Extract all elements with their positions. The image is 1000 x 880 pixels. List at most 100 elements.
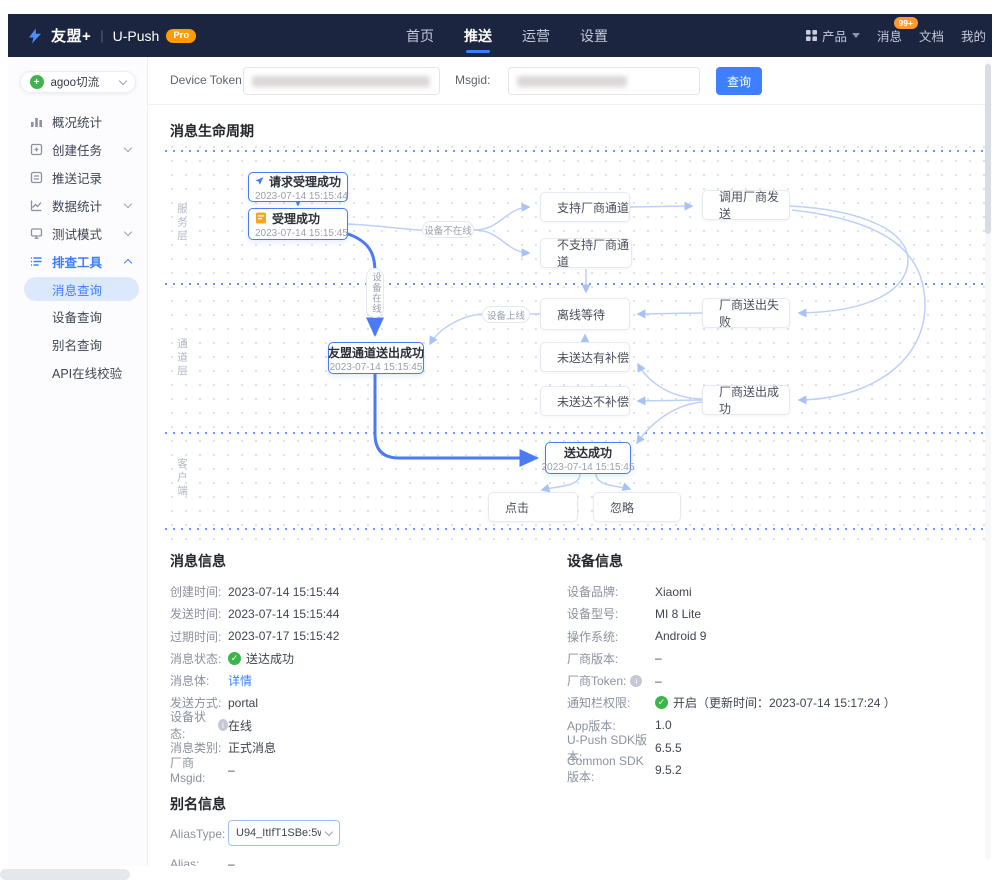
info-row: U-Push SDK版本: 6.5.5 — [567, 732, 682, 764]
flow-node-delivered: 送达成功 2023-07-14 15:15:45 — [542, 442, 634, 474]
scrollbar-thumb[interactable] — [985, 64, 991, 234]
nav-operations[interactable]: 运营 — [522, 27, 550, 44]
sidebar-subitem-api-online-check[interactable]: API在线校验 — [52, 366, 123, 381]
sidebar-item-test-mode[interactable]: 测试模式 — [8, 219, 147, 247]
alias-type-select[interactable]: U94_ItIfT1SBe:5w>... — [228, 820, 340, 846]
query-button[interactable]: 查询 — [716, 67, 762, 95]
lane-divider — [165, 150, 985, 152]
info-row-device-status: 设备状态: i 在线 — [170, 710, 253, 742]
success-check-icon: ✓ — [228, 651, 241, 665]
flow-node-undelivered-compensated: 未送达有补偿 — [540, 342, 630, 372]
msgid-input[interactable] — [508, 67, 700, 95]
alias-type-label: AliasType: — [170, 827, 226, 841]
brand-divider: | — [100, 28, 104, 43]
flow-node-offline-waiting: 离线等待 — [540, 298, 630, 330]
info-row: 设备品牌: Xiaomi — [567, 584, 692, 600]
umeng-logo-icon — [29, 28, 41, 43]
messages-menu[interactable]: 消息 99+ — [876, 17, 918, 45]
brand-logo[interactable]: 友盟+ | U-Push Pro — [8, 25, 197, 46]
lane-label-client: 客户端 — [176, 458, 188, 499]
lifecycle-title: 消息生命周期 — [170, 123, 254, 139]
sidebar: + agoo切流 概况统计 创建任务 推送记录 数据统计 测试模式 — [8, 57, 148, 866]
products-label: 产品 — [821, 30, 847, 44]
document-plus-icon — [30, 143, 43, 156]
flow-node-clicked: 点击 — [488, 492, 578, 522]
sidebar-item-push-records[interactable]: 推送记录 — [8, 163, 147, 191]
messages-count-badge: 99+ — [893, 17, 918, 29]
nav-push[interactable]: 推送 — [464, 14, 492, 57]
msgid-label: Msgid: — [455, 73, 491, 87]
messages-label: 消息 — [876, 30, 902, 44]
chevron-down-icon — [123, 143, 133, 152]
bar-chart-icon — [30, 115, 43, 128]
info-row: 消息类别: 正式消息 — [170, 741, 277, 756]
info-row-notification-permission: 通知栏权限: ✓ 开启（更新时间：2023-07-14 15:17:24 ） — [567, 696, 896, 711]
lane-divider — [165, 432, 985, 434]
flow-node-call-vendor-send: 调用厂商发送 — [702, 190, 790, 221]
line-chart-icon — [30, 199, 43, 212]
message-info-title: 消息信息 — [170, 553, 226, 569]
details-link[interactable]: 详情 — [228, 674, 253, 689]
my-account-label: 我的 — [960, 30, 986, 44]
lane-divider — [165, 283, 985, 285]
info-row: App版本: 1.0 — [567, 718, 672, 733]
info-row: 发送时间: 2023-07-14 15:15:44 — [170, 606, 340, 622]
chevron-down-icon — [118, 76, 127, 85]
app-switcher-dropdown[interactable]: + agoo切流 — [19, 71, 136, 93]
device-token-input[interactable] — [243, 67, 440, 95]
header-right-tools: 产品 消息 99+ 文档 我的 — [805, 14, 986, 57]
sidebar-item-troubleshoot-tools[interactable]: 排查工具 — [8, 247, 147, 275]
alias-label: Alias: — [170, 857, 200, 866]
sidebar-subitem-message-query[interactable]: 消息查询 — [24, 277, 139, 301]
horizontal-scrollbar[interactable] — [0, 869, 130, 880]
flow-node-accepted: 受理成功 2023-07-14 15:15:45 — [248, 208, 348, 240]
lane-divider — [165, 528, 985, 530]
sidebar-item-data-stats[interactable]: 数据统计 — [8, 191, 147, 219]
edge-label-device-online: 设备在线 — [366, 268, 384, 318]
chevron-up-icon — [123, 258, 133, 267]
info-row: 操作系统: Android 9 — [567, 629, 707, 644]
message-lifecycle-diagram: 服务层 通道层 客户端 — [165, 140, 985, 545]
redacted-msgid — [517, 76, 627, 87]
edge-label-device-offline: 设备不在线 — [422, 221, 474, 238]
list-tools-icon — [30, 255, 43, 268]
flow-node-vendor-channel-supported: 支持厂商通道 — [540, 192, 630, 222]
lane-label-channel: 通道层 — [176, 338, 188, 379]
brand-umeng: 友盟+ — [51, 28, 92, 45]
docs-label: 文档 — [918, 30, 944, 44]
info-row: 过期时间: 2023-07-17 15:15:42 — [170, 629, 340, 644]
info-row: 厂商Msgid: – — [170, 756, 235, 786]
flow-node-undelivered-uncompensated: 未送达不补偿 — [540, 386, 630, 416]
my-account-menu[interactable]: 我的 — [961, 26, 986, 45]
info-row-message-status: 消息状态: ✓ 送达成功 — [170, 651, 295, 666]
redacted-device-token — [252, 76, 430, 87]
success-check-icon: ✓ — [655, 696, 668, 710]
info-row: 发送方式: portal — [170, 695, 259, 711]
app-plus-icon: + — [29, 75, 44, 89]
flow-node-vendor-send-success: 厂商送出成功 — [702, 385, 790, 416]
paper-plane-icon — [255, 177, 264, 185]
alias-value: – — [228, 857, 235, 866]
sidebar-subitem-device-query[interactable]: 设备查询 — [52, 310, 103, 325]
sidebar-item-overview-stats[interactable]: 概况统计 — [8, 107, 147, 135]
monitor-icon — [30, 227, 43, 240]
flow-edges — [289, 187, 926, 493]
info-icon[interactable]: i — [630, 674, 643, 687]
products-menu[interactable]: 产品 — [805, 26, 860, 45]
sidebar-item-create-task[interactable]: 创建任务 — [8, 135, 147, 163]
sidebar-subitem-alias-query[interactable]: 别名查询 — [52, 338, 103, 353]
main-content: Device Token: Msgid: 查询 消息生命周期 服务层 通道层 客… — [148, 57, 992, 866]
top-navigation-bar: 友盟+ | U-Push Pro 首页 推送 运营 设置 产品 消息 99+ 文… — [8, 14, 992, 57]
nav-settings[interactable]: 设置 — [580, 27, 608, 44]
alias-info-title: 别名信息 — [170, 796, 226, 812]
chevron-down-icon — [851, 33, 860, 38]
document-list-icon — [30, 171, 43, 184]
nav-home[interactable]: 首页 — [406, 27, 434, 44]
info-row-message-body: 消息体: 详情 — [170, 674, 253, 689]
vertical-scrollbar[interactable] — [985, 60, 991, 860]
device-token-label: Device Token: — [170, 73, 246, 87]
chevron-down-icon — [123, 227, 133, 236]
docs-menu[interactable]: 文档 — [919, 26, 944, 45]
info-icon[interactable]: i — [217, 719, 228, 732]
document-icon — [256, 212, 266, 224]
